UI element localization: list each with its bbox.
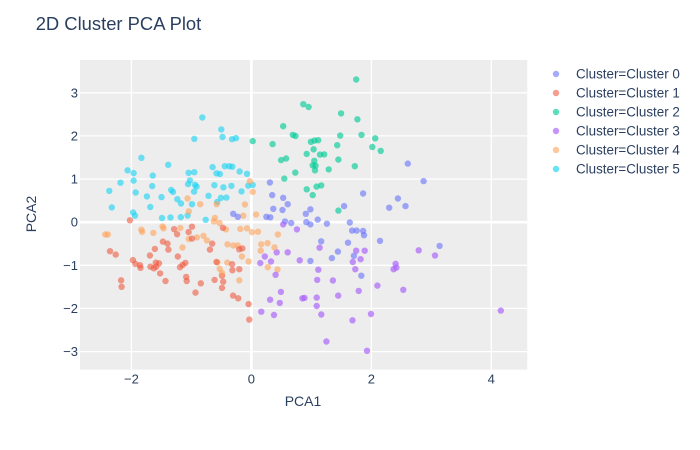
- svg-text:0: 0: [71, 215, 78, 230]
- svg-text:1: 1: [71, 172, 78, 187]
- svg-text:PCA2: PCA2: [23, 196, 39, 233]
- svg-text:2: 2: [71, 128, 78, 143]
- svg-text:Cluster=Cluster 0: Cluster=Cluster 0: [576, 67, 680, 82]
- svg-text:−2: −2: [124, 372, 139, 387]
- svg-text:Cluster=Cluster 2: Cluster=Cluster 2: [576, 105, 680, 120]
- svg-text:4: 4: [488, 372, 495, 387]
- svg-text:−2: −2: [63, 301, 78, 316]
- svg-text:Cluster=Cluster 5: Cluster=Cluster 5: [576, 162, 680, 177]
- svg-text:Cluster=Cluster 4: Cluster=Cluster 4: [576, 143, 680, 158]
- svg-text:0: 0: [248, 372, 255, 387]
- svg-text:Cluster=Cluster 1: Cluster=Cluster 1: [576, 86, 680, 101]
- svg-text:2D Cluster PCA Plot: 2D Cluster PCA Plot: [36, 13, 202, 34]
- svg-text:−3: −3: [63, 344, 78, 359]
- svg-text:PCA1: PCA1: [285, 393, 322, 409]
- svg-text:3: 3: [71, 85, 78, 100]
- svg-text:2: 2: [368, 372, 375, 387]
- svg-text:Cluster=Cluster 3: Cluster=Cluster 3: [576, 124, 680, 139]
- svg-text:−1: −1: [63, 258, 78, 273]
